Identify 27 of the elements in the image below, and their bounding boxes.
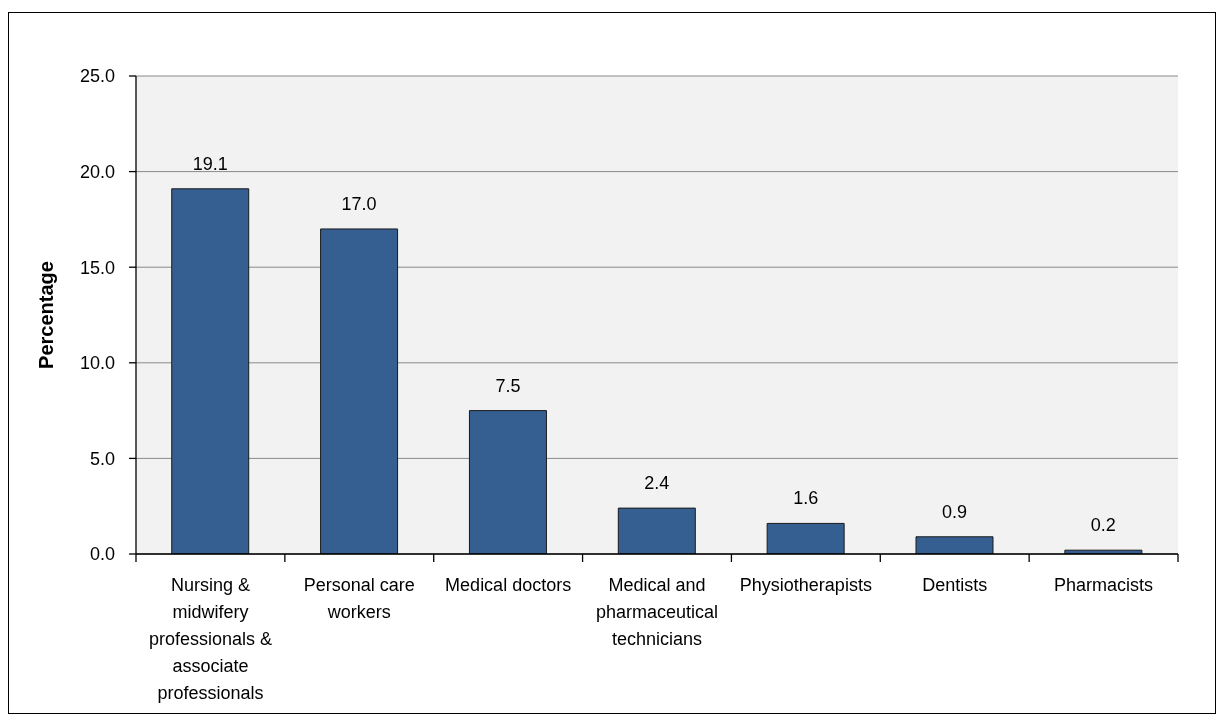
x-tick-label: Medical doctors [445, 575, 572, 595]
y-tick-label: 5.0 [89, 448, 115, 469]
bar [617, 507, 696, 554]
bar [171, 188, 250, 554]
y-axis-title: Percentage [35, 261, 57, 369]
data-label: 0.2 [1090, 515, 1116, 536]
x-tick-label: Pharmacists [1054, 575, 1154, 595]
data-label: 1.6 [793, 488, 819, 509]
data-label: 7.5 [495, 375, 521, 396]
data-label: 17.0 [341, 193, 377, 214]
y-tick-label: 0.0 [89, 544, 115, 565]
bar [468, 410, 547, 554]
bar [766, 522, 845, 554]
y-tick-label: 15.0 [79, 257, 115, 278]
bar [320, 228, 399, 554]
y-tick-label: 10.0 [79, 353, 115, 374]
x-tick-label: Personal care workers [303, 575, 415, 622]
y-tick-label: 25.0 [79, 66, 115, 87]
x-tick-label: Dentists [922, 575, 988, 595]
x-tick-label: Physiotherapists [739, 575, 872, 595]
y-tick-label: 20.0 [79, 161, 115, 182]
x-tick-label: Nursing & midwifery professionals & associate professionals [148, 575, 272, 703]
bar [915, 536, 994, 554]
data-label: 0.9 [942, 501, 968, 522]
x-tick-label: Medical and pharmaceutical technicians [595, 575, 719, 649]
data-label: 2.4 [644, 473, 670, 494]
data-label: 19.1 [192, 153, 228, 174]
